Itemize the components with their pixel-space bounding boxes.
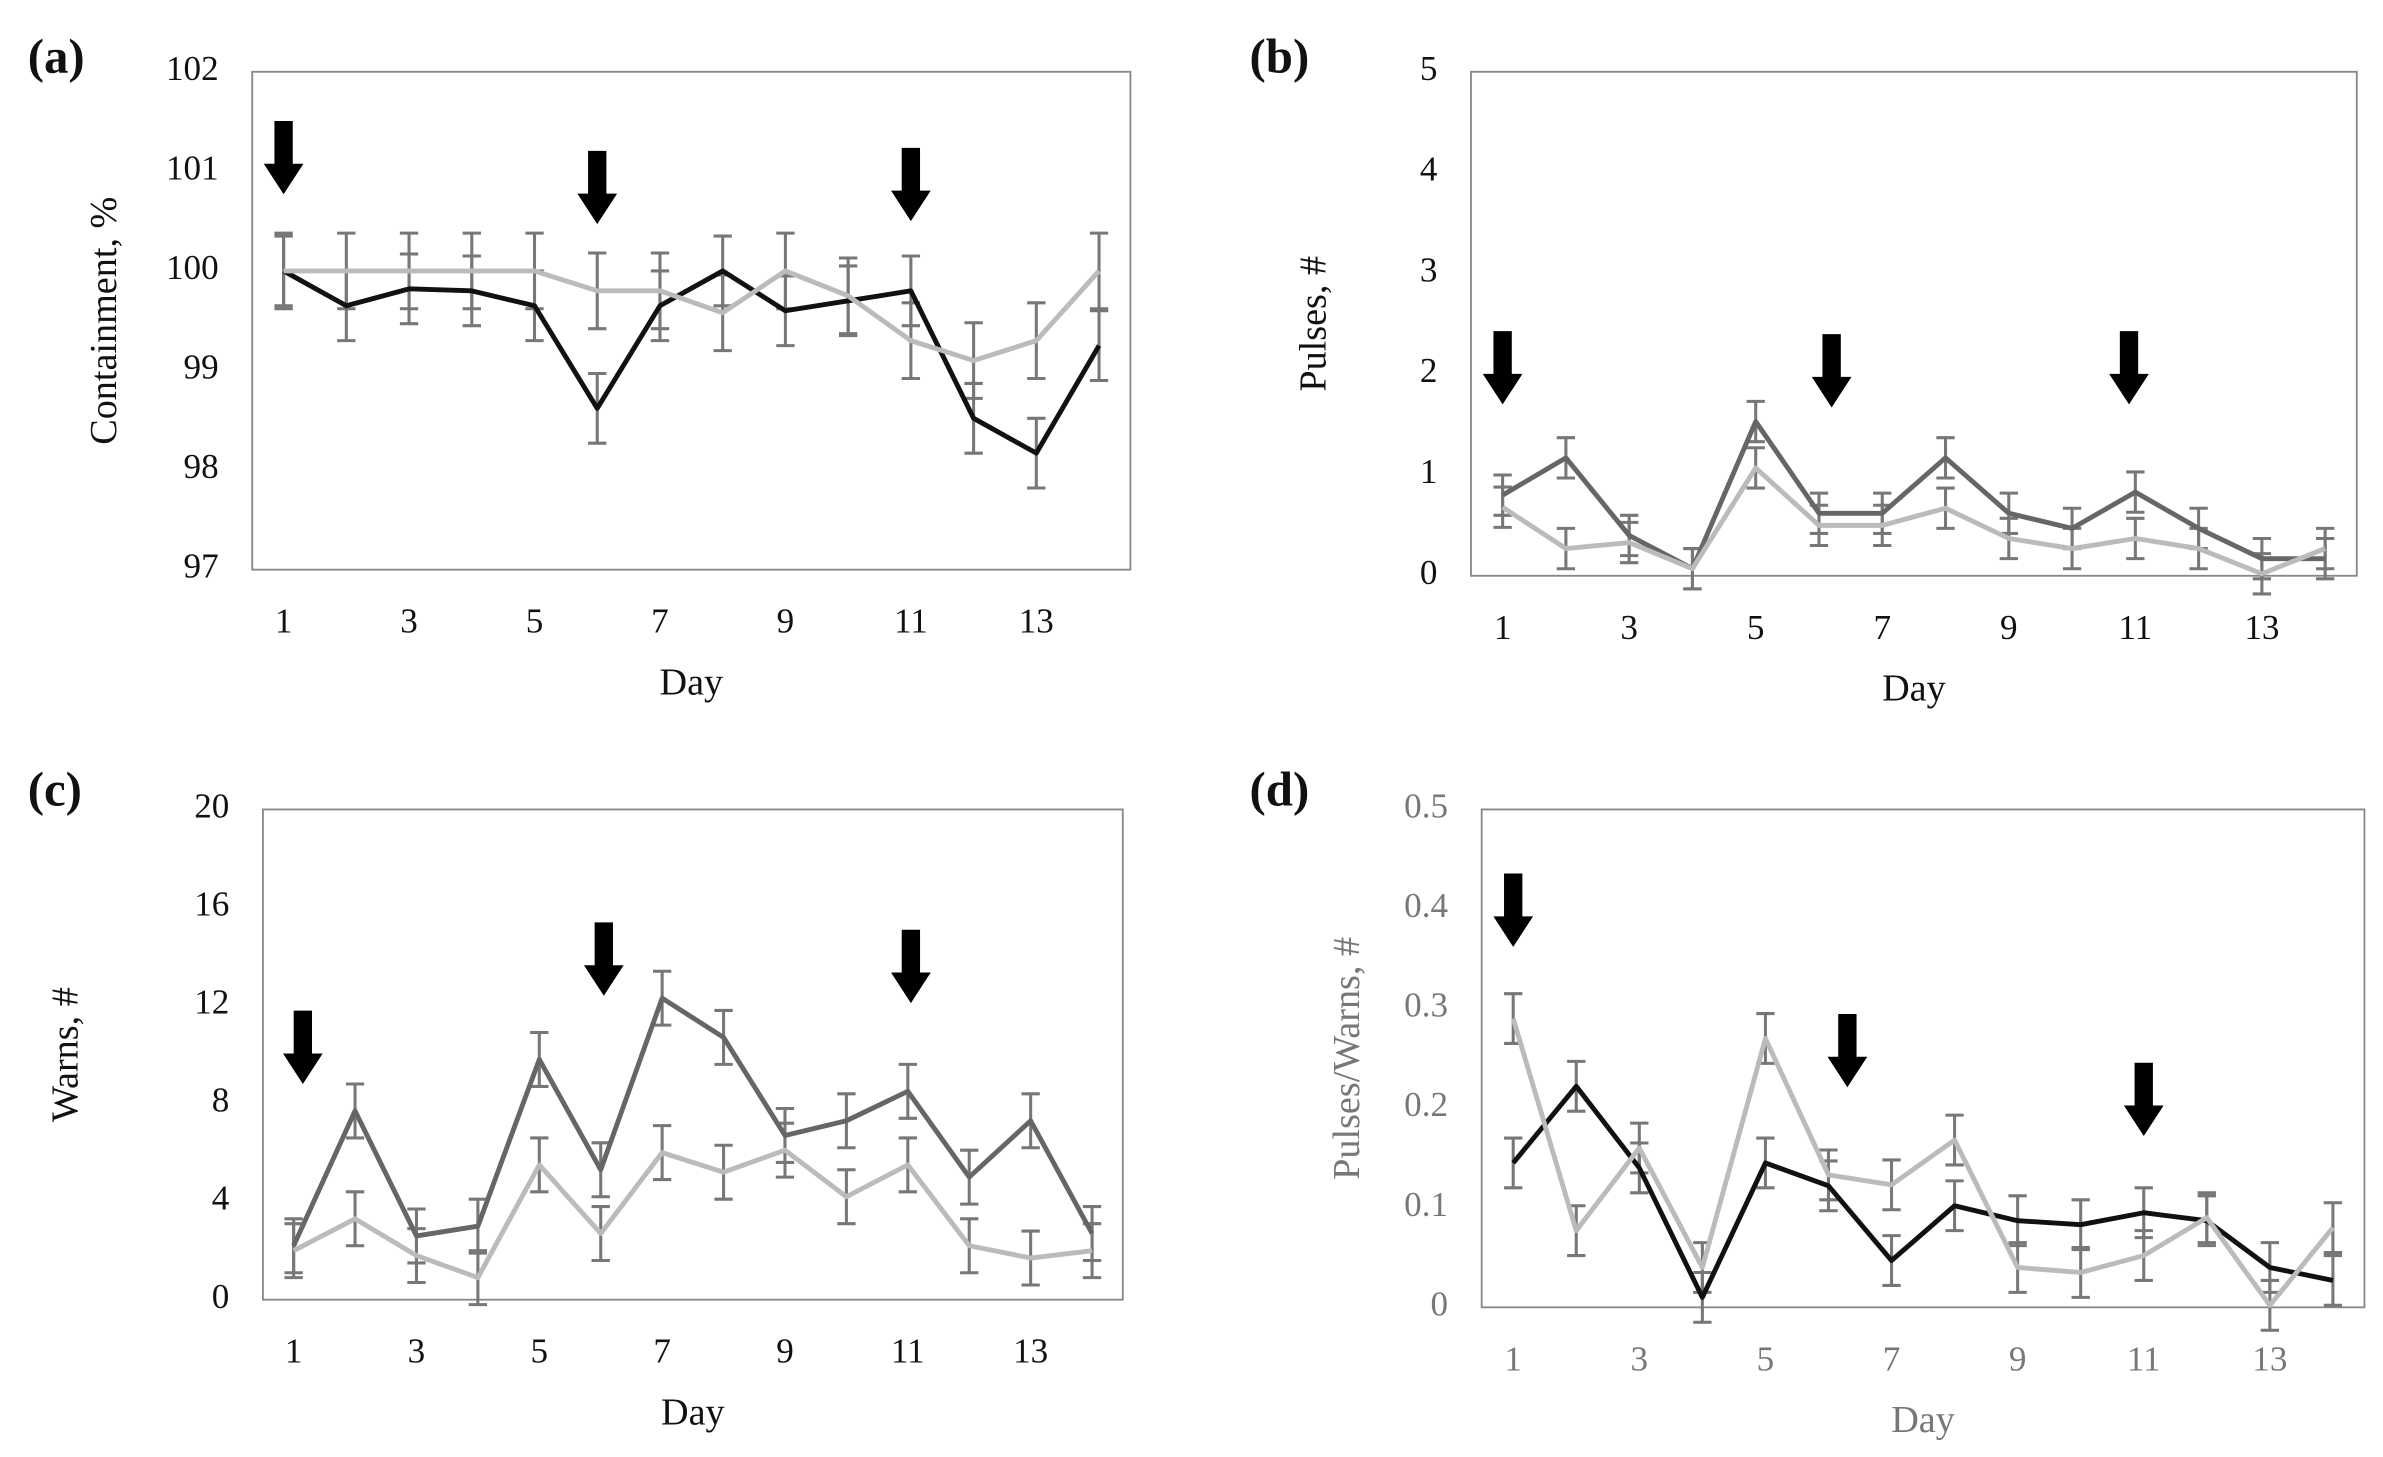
y-tick-label: 4 — [212, 1179, 230, 1218]
x-tick-label: 9 — [777, 602, 795, 641]
plot-frame — [1480, 808, 2366, 1309]
x-tick-label: 5 — [1757, 1339, 1775, 1378]
x-tick-label: 3 — [400, 602, 418, 641]
arrow — [1482, 331, 1523, 405]
panel-label: (b) — [1250, 28, 1310, 83]
x-tick-label: 7 — [1883, 1339, 1901, 1378]
y-tick-label: 0.4 — [1404, 886, 1448, 925]
plot-frame — [1470, 70, 2358, 577]
arrow — [1827, 1013, 1868, 1088]
arrow — [282, 1010, 323, 1084]
x-axis-label: Day — [661, 1392, 725, 1434]
series-line — [282, 268, 1102, 456]
arrow — [2109, 331, 2149, 405]
x-tick-label: 5 — [526, 602, 544, 641]
arrow — [577, 150, 618, 225]
series-line — [292, 1147, 1093, 1281]
x-tick-label: 13 — [2244, 608, 2279, 647]
arrow — [1811, 334, 1852, 408]
x-tick-label: 5 — [531, 1332, 549, 1371]
series-line — [291, 995, 1095, 1247]
x-tick-label: 7 — [651, 602, 669, 641]
x-axis-label: Day — [1891, 1399, 1955, 1441]
y-tick-label: 100 — [166, 248, 219, 287]
plot-frame — [262, 808, 1124, 1301]
arrow — [891, 147, 931, 222]
series-line — [1510, 1017, 2335, 1308]
y-tick-label: 101 — [166, 148, 219, 187]
error-bar — [284, 1222, 303, 1280]
x-tick-label: 7 — [1873, 608, 1891, 647]
y-tick-label: 12 — [194, 983, 229, 1022]
series-line — [1501, 419, 2326, 572]
series-line — [1501, 465, 2327, 577]
x-tick-label: 3 — [1620, 608, 1638, 647]
arrow — [263, 120, 304, 195]
x-tick-label: 13 — [2252, 1339, 2287, 1378]
y-tick-label: 0 — [1431, 1284, 1449, 1323]
x-tick-label: 9 — [776, 1332, 794, 1371]
x-tick-label: 3 — [1631, 1339, 1649, 1378]
x-tick-label: 9 — [2009, 1339, 2027, 1378]
x-tick-label: 11 — [891, 1332, 925, 1371]
panel-label: (d) — [1250, 761, 1310, 816]
arrow — [891, 929, 931, 1004]
y-tick-label: 3 — [1420, 250, 1438, 289]
y-tick-label: 16 — [194, 885, 229, 924]
y-tick-label: 1 — [1420, 452, 1438, 491]
x-tick-label: 3 — [408, 1332, 426, 1371]
arrow — [1493, 873, 1534, 947]
x-tick-label: 13 — [1019, 602, 1054, 641]
panel-label: (c) — [28, 761, 82, 816]
x-tick-label: 11 — [2118, 608, 2152, 647]
y-axis-label: Containment, % — [83, 197, 125, 445]
series-line — [283, 268, 1101, 363]
x-tick-label: 11 — [2127, 1339, 2161, 1378]
x-axis-label: Day — [660, 662, 724, 704]
x-tick-label: 1 — [1494, 608, 1512, 647]
panel: (d)00.10.20.30.40.51 3 5 7 9 11 13DayPulses/Wa… — [1250, 761, 2366, 1441]
y-tick-label: 0 — [212, 1277, 230, 1316]
series-line — [1511, 1083, 2334, 1300]
y-tick-label: 0.1 — [1404, 1185, 1448, 1224]
error-bar — [2323, 1254, 2343, 1307]
y-tick-label: 8 — [212, 1081, 230, 1120]
error-bar — [1089, 309, 1109, 382]
x-tick-label: 1 — [285, 1332, 303, 1371]
y-tick-label: 99 — [184, 348, 219, 387]
y-tick-label: 97 — [184, 547, 219, 586]
plot-frame — [251, 70, 1132, 571]
x-tick-label: 11 — [894, 602, 928, 641]
y-tick-label: 5 — [1420, 49, 1438, 88]
y-tick-label: 0.2 — [1404, 1085, 1448, 1124]
y-axis-label: Warns, # — [45, 987, 87, 1122]
x-tick-label: 7 — [653, 1332, 671, 1371]
error-bar — [2323, 1201, 2343, 1255]
arrow — [2123, 1062, 2164, 1137]
x-tick-label: 13 — [1013, 1332, 1048, 1371]
arrow — [583, 922, 624, 996]
y-tick-label: 98 — [184, 447, 219, 486]
x-tick-label: 1 — [275, 602, 293, 641]
x-tick-label: 9 — [2000, 608, 2018, 647]
error-bar — [2316, 526, 2335, 571]
y-axis-label: Pulses, # — [1293, 256, 1335, 392]
x-tick-label: 1 — [1504, 1339, 1522, 1378]
y-tick-label: 0.5 — [1404, 787, 1448, 826]
y-tick-label: 4 — [1420, 150, 1438, 189]
y-axis-label: Pulses/Warns, # — [1326, 937, 1368, 1180]
panel-label: (a) — [28, 28, 85, 83]
y-tick-label: 0 — [1420, 553, 1438, 592]
y-tick-label: 102 — [166, 49, 219, 88]
x-axis-label: Day — [1882, 668, 1946, 710]
y-tick-label: 2 — [1420, 351, 1438, 390]
x-tick-label: 5 — [1747, 608, 1765, 647]
y-tick-label: 0.3 — [1404, 986, 1448, 1025]
y-tick-label: 20 — [194, 787, 229, 826]
